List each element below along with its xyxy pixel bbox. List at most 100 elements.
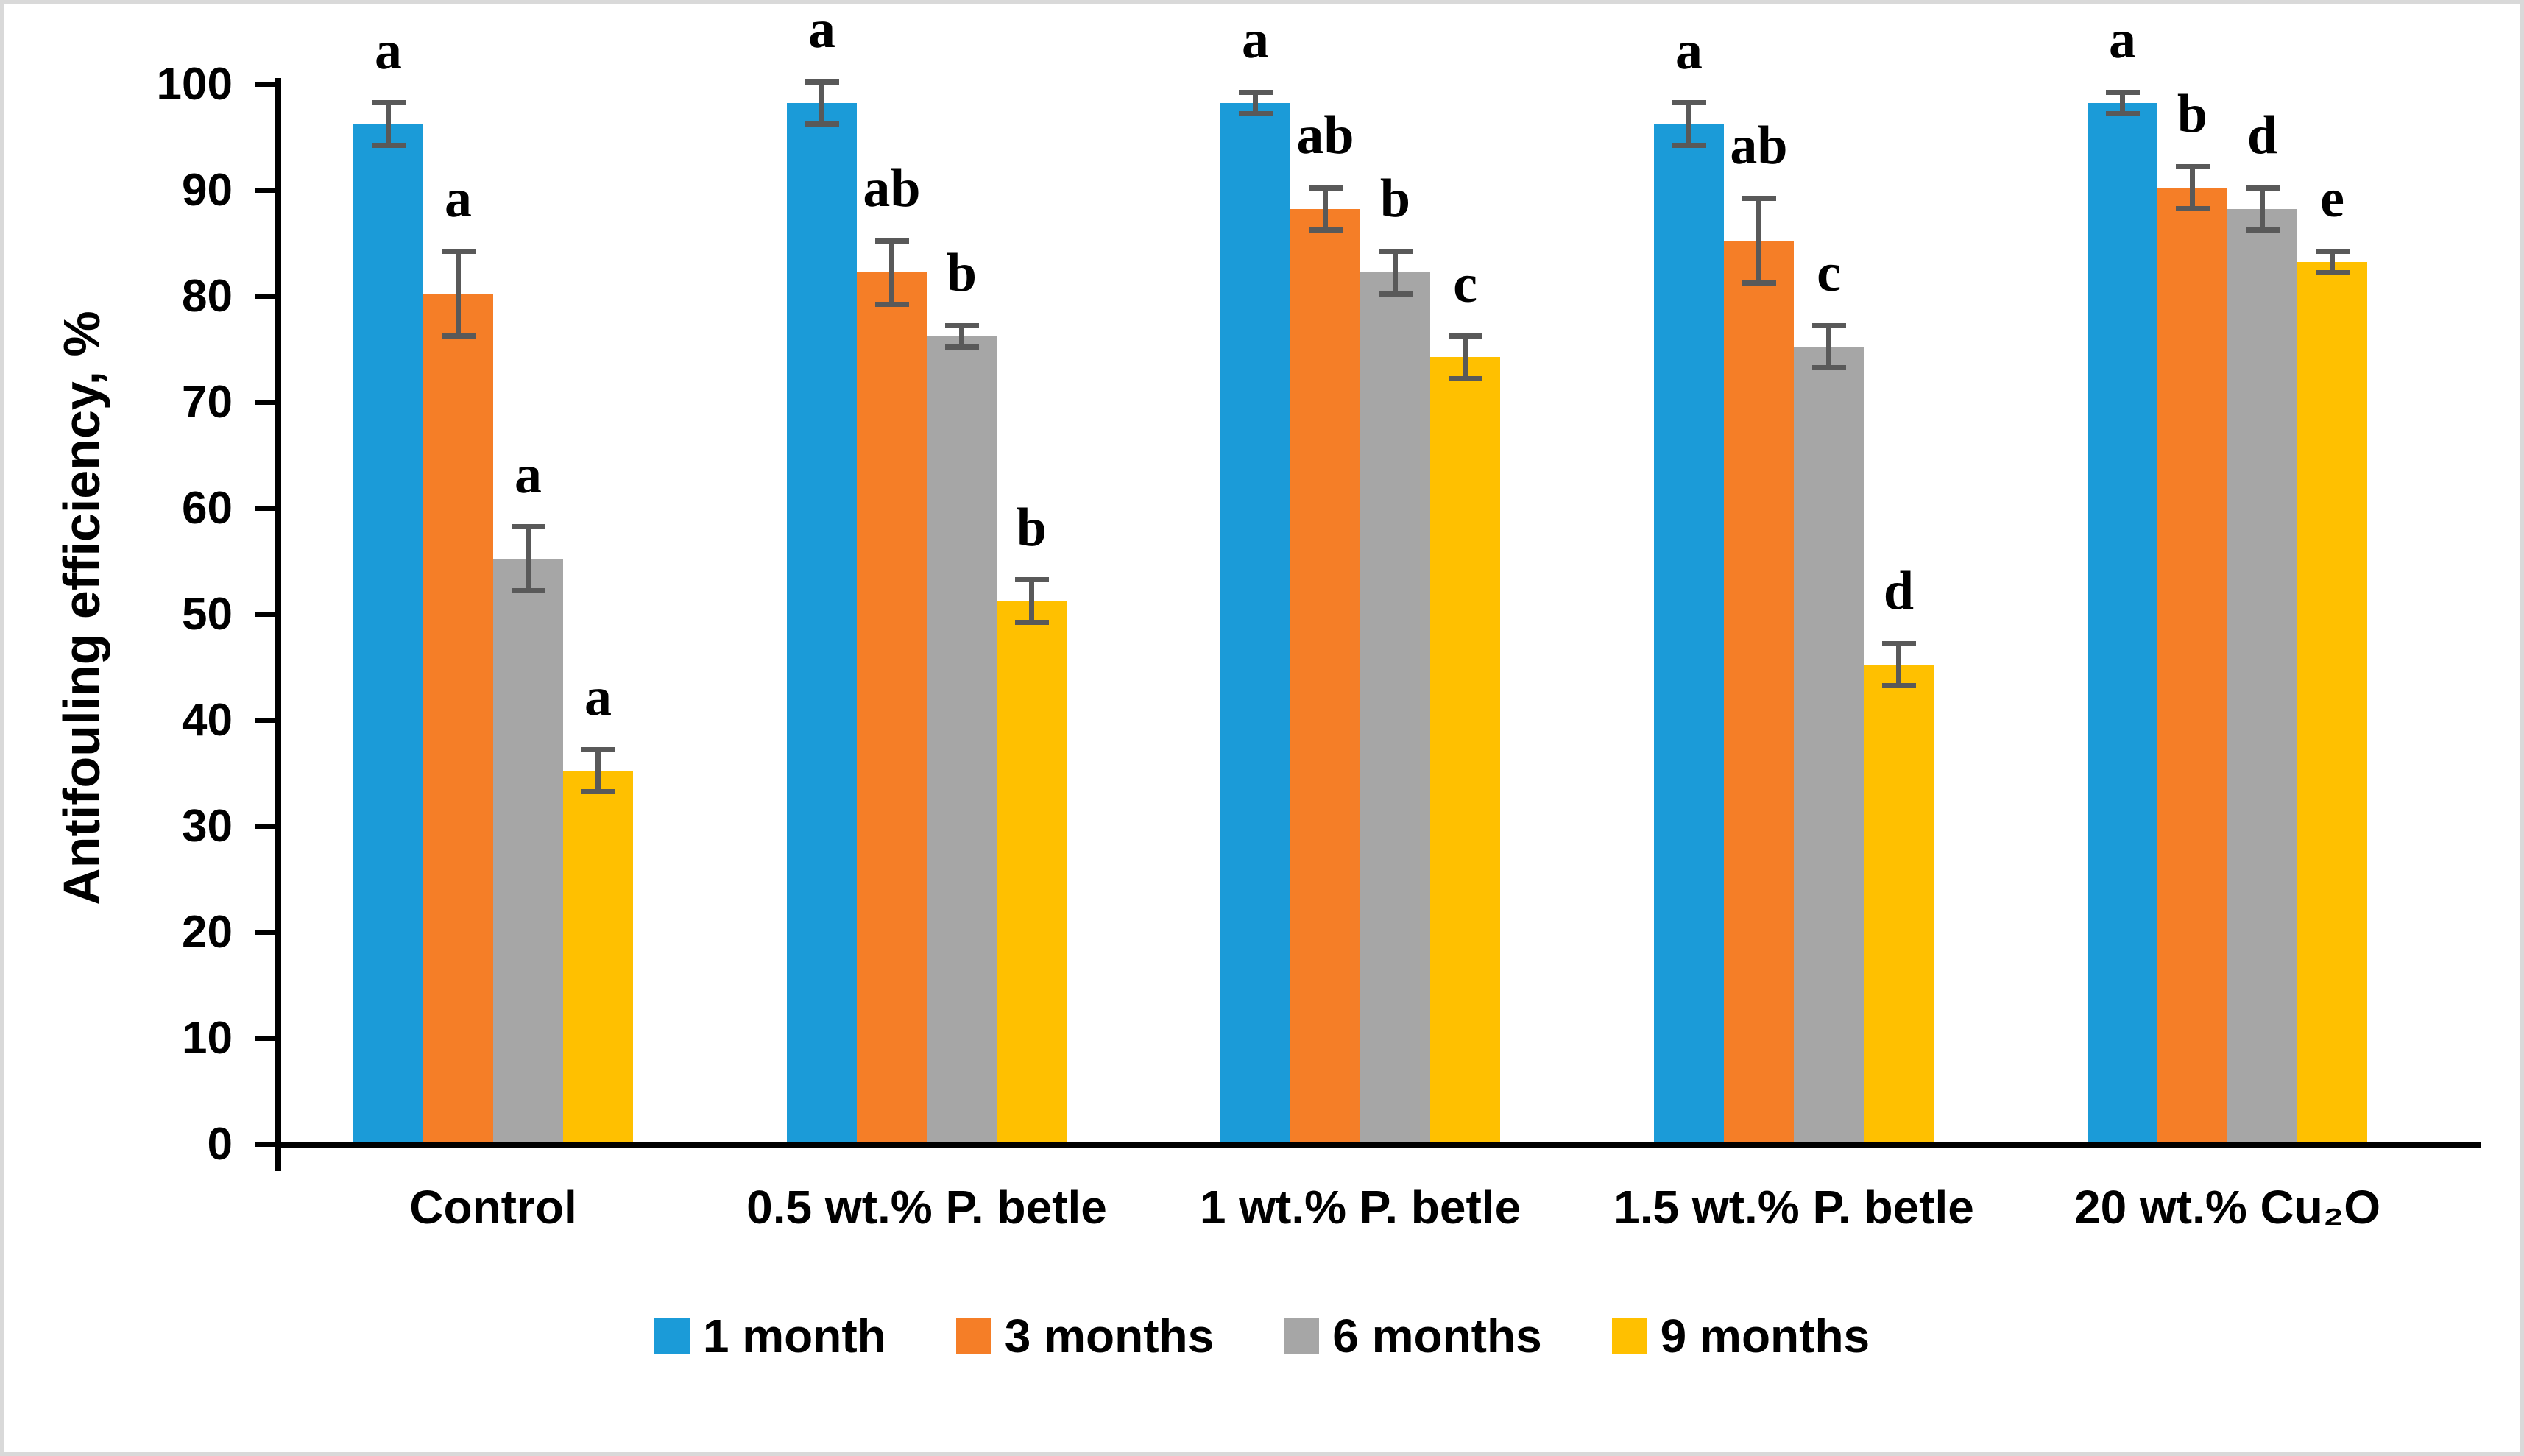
significance-letter: b	[946, 243, 978, 304]
legend-swatch	[955, 1318, 991, 1354]
y-tick-label: 0	[207, 1119, 233, 1170]
error-bar-cap-top	[1881, 640, 1916, 646]
bar	[2297, 261, 2367, 1142]
significance-letter: a	[2109, 10, 2136, 71]
error-bar	[526, 526, 531, 591]
category-label: 20 wt.% Cu₂O	[2074, 1181, 2381, 1234]
error-bar-cap-top	[1811, 322, 1846, 328]
legend-item: 9 months	[1611, 1309, 1870, 1363]
error-bar-cap-top	[1238, 89, 1273, 95]
error-bar-cap-bottom	[2105, 110, 2140, 116]
bar	[2227, 208, 2297, 1142]
error-bar-cap-bottom	[1308, 227, 1343, 233]
error-bar-cap-top	[441, 248, 476, 254]
y-tick-label: 90	[182, 165, 233, 216]
y-tick-label: 40	[182, 695, 233, 746]
significance-letter: a	[445, 169, 472, 230]
bar	[857, 272, 927, 1142]
significance-letter: a	[375, 20, 402, 81]
y-tick	[255, 82, 275, 87]
bar	[2088, 102, 2157, 1142]
bar	[493, 559, 563, 1142]
legend-label: 6 months	[1332, 1310, 1542, 1363]
y-tick	[255, 188, 275, 193]
error-bar-cap-bottom	[1672, 142, 1706, 148]
category-label: Control	[409, 1181, 577, 1234]
bar	[423, 294, 493, 1142]
error-bar-cap-bottom	[1881, 683, 1916, 689]
error-bar	[1463, 336, 1468, 379]
error-bar	[386, 102, 391, 146]
error-bar-cap-bottom	[1448, 375, 1482, 381]
error-bar-cap-top	[2105, 89, 2140, 95]
error-bar	[1029, 579, 1034, 623]
significance-letter: a	[808, 0, 835, 60]
y-tick-label: 20	[182, 907, 233, 958]
significance-letter: a	[1242, 10, 1269, 71]
legend-swatch	[654, 1318, 690, 1354]
error-bar	[959, 325, 964, 347]
significance-letter: a	[515, 444, 542, 505]
category-label: 0.5 wt.% P. betle	[746, 1181, 1107, 1234]
error-bar-cap-top	[1672, 100, 1706, 106]
y-tick	[255, 612, 275, 617]
error-bar-cap-top	[1448, 333, 1482, 339]
significance-letter: a	[1675, 20, 1703, 81]
significance-letter: d	[1883, 561, 1915, 622]
error-bar	[2260, 188, 2265, 230]
error-bar-cap-top	[581, 746, 615, 752]
y-tick-label: 70	[182, 377, 233, 428]
error-bar-cap-bottom	[581, 789, 615, 795]
error-bar	[1686, 102, 1691, 146]
y-tick	[255, 1142, 275, 1147]
error-bar-cap-bottom	[805, 121, 839, 127]
bar	[1794, 347, 1864, 1142]
significance-letter: e	[2320, 169, 2344, 230]
bar	[1360, 272, 1430, 1142]
error-bar	[1393, 251, 1398, 294]
legend-item: 1 month	[654, 1309, 886, 1363]
bar	[1290, 208, 1360, 1142]
error-bar-cap-bottom	[511, 587, 545, 593]
significance-letter: c	[1817, 243, 1841, 304]
error-bar	[2190, 166, 2195, 209]
error-bar-cap-bottom	[2245, 227, 2280, 233]
error-bar-cap-top	[1308, 185, 1343, 191]
bar	[1220, 102, 1290, 1142]
error-bar-cap-top	[874, 238, 909, 244]
y-tick-label: 50	[182, 589, 233, 640]
error-bar	[2330, 251, 2335, 273]
y-tick-label: 60	[182, 483, 233, 534]
error-bar-cap-top	[1742, 195, 1776, 201]
bar	[1864, 665, 1934, 1142]
error-bar-cap-bottom	[1811, 365, 1846, 371]
significance-letter: ab	[1730, 116, 1788, 177]
y-tick-label: 80	[182, 271, 233, 322]
error-bar-cap-top	[1014, 577, 1049, 583]
significance-letter: d	[2246, 105, 2278, 166]
bar	[927, 336, 997, 1142]
error-bar-cap-top	[2315, 248, 2350, 254]
error-bar-cap-bottom	[944, 344, 979, 350]
error-bar-cap-top	[2175, 163, 2210, 169]
significance-letter: ab	[1296, 105, 1354, 166]
error-bar	[1253, 92, 1258, 114]
category-label: 1 wt.% P. betle	[1199, 1181, 1521, 1234]
error-bar-cap-top	[2245, 185, 2280, 191]
error-bar-cap-bottom	[371, 142, 406, 148]
plot-area: Antifouling efficiency, % 1 month 3 month…	[4, 0, 2520, 1452]
y-tick-label: 100	[156, 59, 233, 110]
error-bar	[1826, 325, 1831, 368]
bar	[787, 102, 857, 1142]
y-tick	[255, 718, 275, 723]
legend-label: 3 months	[1004, 1310, 1215, 1363]
significance-letter: c	[1453, 253, 1477, 314]
error-bar-cap-top	[371, 100, 406, 106]
significance-letter: b	[1016, 497, 1047, 558]
error-bar-cap-top	[805, 79, 839, 85]
significance-letter: ab	[863, 158, 921, 219]
significance-letter: a	[584, 667, 612, 728]
bar	[2157, 188, 2227, 1142]
y-tick-label: 30	[182, 801, 233, 852]
